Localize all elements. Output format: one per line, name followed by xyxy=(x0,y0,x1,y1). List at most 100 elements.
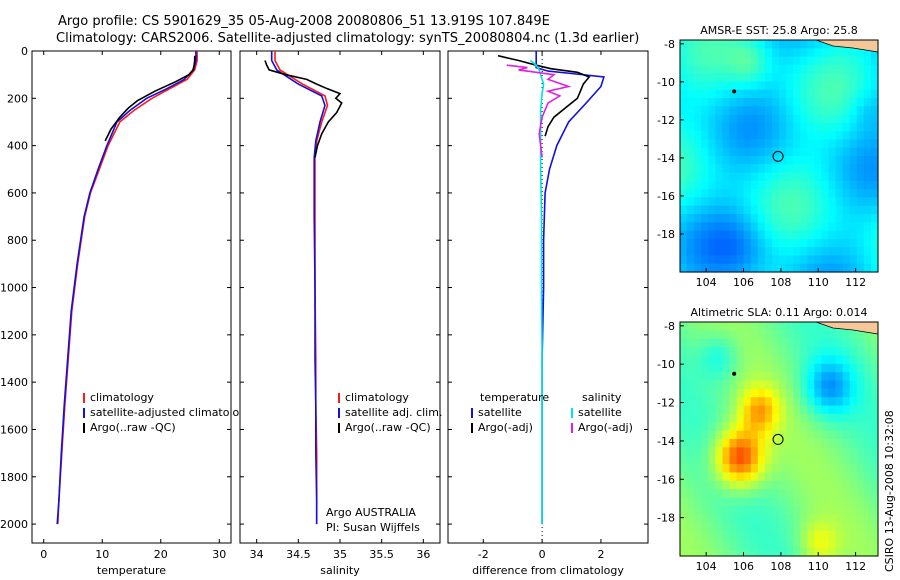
sst-map-cell xyxy=(800,172,808,182)
sst-map-cell xyxy=(687,214,695,223)
sla-map-cell xyxy=(863,388,872,398)
sst-map-cell xyxy=(687,180,695,190)
sla-map-cell xyxy=(722,530,731,540)
sla-map-cell xyxy=(715,422,724,432)
sla-map-cell xyxy=(779,397,787,407)
sst-map-cell xyxy=(800,114,808,124)
sla-map-cell xyxy=(750,430,759,440)
sst-map-cell xyxy=(793,156,801,165)
sla-map-cell xyxy=(694,480,702,490)
sla-map-cell xyxy=(708,430,716,440)
sst-map-cell xyxy=(729,147,738,157)
sla-map-cell xyxy=(842,547,851,557)
sla-map-cell xyxy=(828,480,837,490)
sst-map-cell xyxy=(736,180,745,190)
sst-map-cell xyxy=(793,48,801,58)
sla-map-cell xyxy=(821,489,830,499)
sla-map-cell xyxy=(757,405,766,415)
sst-map-cell xyxy=(757,222,766,232)
sst-map-cell xyxy=(701,172,709,182)
sla-map-cell xyxy=(814,464,823,474)
sst-map-cell xyxy=(715,214,724,223)
sla-map-cell xyxy=(793,372,801,382)
sla-map-cell xyxy=(771,455,780,465)
sst-map-cell xyxy=(771,122,780,132)
sst-map-cell xyxy=(856,230,865,240)
sst-map-cell xyxy=(764,197,773,207)
sst-map-cell xyxy=(680,73,688,83)
sla-map-cell xyxy=(863,547,872,557)
sla-map-cell xyxy=(736,539,745,549)
sla-map-cell xyxy=(680,547,688,557)
sla-map-cell xyxy=(722,480,731,490)
sst-map-cell xyxy=(807,197,815,207)
sst-map-cell xyxy=(821,180,830,190)
sla-map-cell xyxy=(835,505,844,515)
sst-map-argo-position-marker xyxy=(772,150,784,162)
sla-map-cell xyxy=(828,372,837,382)
sla-map-cell xyxy=(722,439,731,448)
sla-map-cell xyxy=(856,422,865,432)
sla-map-cell xyxy=(863,539,872,549)
sst-map-cell xyxy=(680,114,688,124)
sst-map-cell xyxy=(764,48,773,58)
sla-map-cell xyxy=(736,397,745,407)
sst-map-cell xyxy=(807,205,815,215)
sla-map-cell xyxy=(786,405,794,415)
sla-map-cell xyxy=(800,447,808,457)
sst-map-cell xyxy=(701,238,709,248)
sla-map-cell xyxy=(764,514,773,524)
sst-map-cell xyxy=(793,214,801,223)
sst-map-cell xyxy=(828,197,837,207)
sst-map-cell xyxy=(764,40,773,49)
sst-map-cell xyxy=(680,139,688,149)
sst-map-cell xyxy=(835,164,844,174)
sla-map-ytick-label: -14 xyxy=(657,435,675,448)
sst-map-cell xyxy=(687,197,695,207)
sst-map-cell xyxy=(764,131,773,141)
salinity-annotation-line: Argo AUSTRALIA xyxy=(326,506,416,519)
sla-map-cell xyxy=(793,322,801,331)
temperature-xtick-label: 0 xyxy=(40,548,47,561)
sst-map-cell xyxy=(814,98,823,107)
sst-map-cell xyxy=(722,40,731,49)
sla-map-cell xyxy=(786,489,794,499)
sla-map-cell xyxy=(687,480,695,490)
sst-map-cell xyxy=(715,131,724,141)
sst-map-cell xyxy=(750,222,759,232)
sla-map-cell xyxy=(807,472,815,482)
sst-map-ytick-label: -14 xyxy=(657,152,675,165)
sla-map-cell xyxy=(800,464,808,474)
sla-map-cell xyxy=(736,380,745,390)
sla-map-cell xyxy=(694,330,702,340)
sst-map-cell xyxy=(764,81,773,91)
sla-map-cell xyxy=(849,539,858,549)
sla-map-cell xyxy=(814,497,823,507)
sla-map-cell xyxy=(722,380,731,390)
sst-map-cell xyxy=(835,122,844,132)
sla-map-cell xyxy=(779,539,787,549)
sst-map-cell xyxy=(793,114,801,124)
sst-map-cell xyxy=(764,247,773,257)
sst-map-cell xyxy=(842,122,851,132)
sst-map-cell xyxy=(701,89,709,99)
sla-map-cell xyxy=(835,380,844,390)
sla-map-cell xyxy=(771,330,780,340)
sst-map-cell xyxy=(687,139,695,149)
sla-map-cell xyxy=(687,413,695,423)
sst-map-cell xyxy=(870,189,879,199)
sla-map-cell xyxy=(849,388,858,398)
sla-map-cell xyxy=(701,372,709,382)
sst-map-cell xyxy=(757,189,766,199)
sla-map-cell xyxy=(701,472,709,482)
sla-map-cell xyxy=(722,447,731,457)
sla-map-cell xyxy=(800,539,808,549)
sla-map-cell xyxy=(736,439,745,448)
sst-map-cell xyxy=(680,189,688,199)
sst-map-cell xyxy=(779,189,787,199)
sst-map-cell xyxy=(786,164,794,174)
sla-map-cell xyxy=(715,539,724,549)
sla-map-cell xyxy=(800,363,808,373)
sst-map-cell xyxy=(849,222,858,232)
sst-map-cell xyxy=(779,180,787,190)
